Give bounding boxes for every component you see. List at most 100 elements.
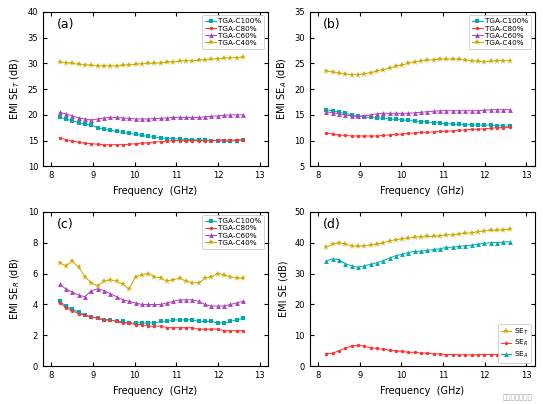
SE$_A$ [380, 258, 387, 263]
TGA-C60% [145, 116, 151, 121]
SE$_T$ [412, 235, 418, 240]
TGA-C40% [145, 61, 151, 66]
SE$_T$ [355, 244, 361, 249]
SE$_R$ [355, 343, 361, 348]
TGA-C40% [393, 64, 399, 69]
SE$_R$ [462, 352, 469, 357]
TGA-C100% [202, 138, 209, 143]
SE$_A$ [342, 261, 349, 266]
SE$_T$ [342, 242, 349, 246]
TGA-C60% [157, 116, 164, 121]
TGA-C80% [145, 140, 151, 145]
TGA-C60% [119, 116, 126, 120]
TGA-C40% [405, 61, 412, 66]
TGA-C100% [386, 116, 393, 121]
TGA-C80% [221, 138, 228, 143]
X-axis label: Frequency  (GHz): Frequency (GHz) [113, 386, 198, 396]
Y-axis label: EMI SE (dB): EMI SE (dB) [279, 261, 288, 317]
SE$_A$ [462, 243, 469, 248]
SE$_R$ [374, 346, 380, 351]
SE$_R$ [431, 351, 437, 356]
TGA-C100% [221, 320, 228, 325]
TGA-C100% [157, 319, 164, 324]
TGA-C80% [355, 134, 361, 139]
SE$_A$ [323, 259, 330, 264]
TGA-C100% [208, 319, 214, 324]
TGA-C80% [126, 142, 132, 147]
TGA-C80% [195, 138, 202, 143]
TGA-C40% [164, 279, 171, 284]
SE$_R$ [380, 347, 387, 351]
TGA-C40% [221, 56, 228, 61]
SE$_T$ [393, 237, 399, 242]
TGA-C40% [424, 58, 431, 63]
TGA-C80% [151, 140, 158, 145]
TGA-C100% [240, 137, 247, 142]
TGA-C40% [240, 55, 247, 59]
TGA-C40% [456, 57, 462, 62]
Text: (a): (a) [56, 18, 74, 31]
TGA-C40% [56, 260, 63, 265]
SE$_T$ [431, 234, 437, 239]
Y-axis label: EMI SE$_T$ (dB): EMI SE$_T$ (dB) [8, 58, 22, 120]
TGA-C60% [126, 299, 132, 304]
SE$_A$ [412, 249, 418, 254]
TGA-C80% [469, 127, 475, 132]
TGA-C100% [145, 134, 151, 139]
TGA-C60% [119, 297, 126, 302]
TGA-C60% [100, 116, 107, 120]
TGA-C60% [355, 114, 361, 119]
TGA-C100% [119, 130, 126, 135]
TGA-C40% [62, 263, 69, 268]
TGA-C40% [56, 60, 63, 65]
TGA-C40% [202, 57, 209, 62]
SE$_R$ [399, 349, 406, 354]
TGA-C100% [399, 118, 406, 122]
TGA-C100% [176, 137, 183, 141]
TGA-C80% [75, 311, 82, 316]
TGA-C60% [431, 109, 437, 114]
TGA-C60% [176, 115, 183, 120]
TGA-C80% [386, 133, 393, 137]
TGA-C60% [75, 293, 82, 298]
TGA-C40% [132, 274, 139, 279]
TGA-C40% [240, 276, 247, 281]
SE$_T$ [450, 232, 456, 237]
TGA-C100% [431, 120, 437, 125]
TGA-C40% [450, 57, 456, 62]
TGA-C80% [69, 139, 75, 143]
SE$_R$ [450, 352, 456, 357]
SE$_A$ [507, 239, 513, 244]
TGA-C80% [151, 324, 158, 328]
TGA-C40% [126, 286, 132, 291]
TGA-C80% [348, 134, 355, 139]
TGA-C60% [227, 112, 233, 117]
TGA-C60% [56, 282, 63, 287]
TGA-C100% [189, 318, 195, 322]
TGA-C80% [380, 133, 387, 138]
TGA-C100% [88, 314, 94, 319]
TGA-C80% [94, 316, 101, 321]
TGA-C100% [164, 136, 171, 141]
TGA-C40% [195, 280, 202, 285]
TGA-C40% [100, 279, 107, 284]
TGA-C40% [475, 59, 481, 64]
TGA-C40% [437, 57, 444, 62]
TGA-C80% [227, 138, 233, 143]
TGA-C40% [113, 63, 120, 68]
SE$_R$ [456, 352, 462, 357]
TGA-C100% [475, 123, 481, 128]
TGA-C60% [450, 108, 456, 113]
SE$_A$ [500, 240, 507, 244]
TGA-C80% [126, 320, 132, 325]
TGA-C40% [227, 274, 233, 279]
TGA-C60% [113, 294, 120, 299]
Text: (b): (b) [323, 18, 341, 31]
TGA-C80% [450, 128, 456, 133]
TGA-C40% [183, 58, 190, 63]
TGA-C60% [138, 116, 145, 121]
TGA-C80% [399, 131, 406, 136]
TGA-C60% [151, 302, 158, 307]
TGA-C100% [75, 120, 82, 125]
Text: (d): (d) [323, 218, 341, 231]
